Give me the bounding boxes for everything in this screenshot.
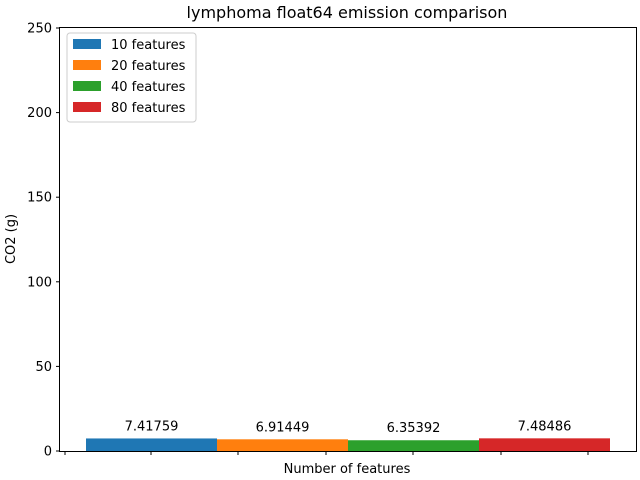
data-label-80-features: 7.48486 <box>518 419 572 434</box>
legend-swatch-20-features <box>73 60 101 70</box>
legend: 10 features 20 features 40 features 80 feat… <box>66 32 197 123</box>
data-labels-group: 7.41759 6.91449 6.35392 7.48486 <box>125 419 572 436</box>
chart-title: lymphoma float64 emission comparison <box>187 3 508 22</box>
legend-swatch-80-features <box>73 102 101 112</box>
bar-20-features <box>217 439 348 451</box>
y-tick-label: 0 <box>44 445 52 460</box>
data-label-40-features: 6.35392 <box>387 421 441 436</box>
y-axis: 0 50 100 150 200 250 <box>27 22 60 460</box>
plot-frame <box>59 27 637 452</box>
legend-box <box>66 32 197 123</box>
legend-label-80-features: 80 features <box>111 101 186 116</box>
data-label-10-features: 7.41759 <box>125 419 179 434</box>
legend-label-20-features: 20 features <box>111 59 186 74</box>
bar-40-features <box>348 440 479 451</box>
y-tick-label: 250 <box>27 22 52 37</box>
legend-label-10-features: 10 features <box>111 38 186 53</box>
legend-swatch-10-features <box>73 39 101 49</box>
y-axis-title: CO2 (g) <box>4 214 19 264</box>
y-tick-label: 50 <box>35 360 52 375</box>
y-tick-label: 200 <box>27 106 52 121</box>
y-tick-label: 100 <box>27 275 52 290</box>
legend-label-40-features: 40 features <box>111 80 186 95</box>
x-axis-title: Number of features <box>284 462 411 477</box>
y-tick-label: 150 <box>27 191 52 206</box>
legend-swatch-40-features <box>73 81 101 91</box>
bar-80-features <box>479 438 610 451</box>
data-label-20-features: 6.91449 <box>256 420 310 435</box>
bar-10-features <box>86 438 217 451</box>
bars-group <box>86 438 610 451</box>
